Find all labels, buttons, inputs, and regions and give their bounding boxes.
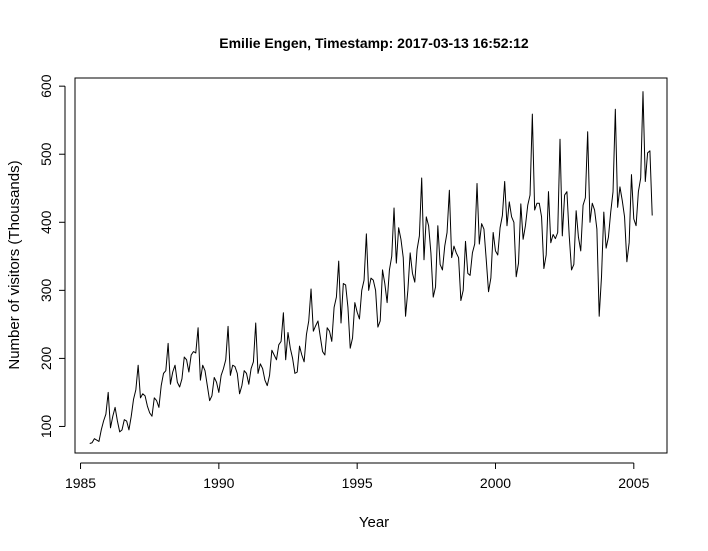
x-tick-label: 1995 xyxy=(342,475,373,491)
plot-frame xyxy=(74,77,668,454)
x-tick-label: 1990 xyxy=(203,475,234,491)
x-axis: 1985 1990 1995 2000 2005 xyxy=(65,462,650,491)
y-tick-label: 600 xyxy=(38,74,54,98)
x-tick-label: 1985 xyxy=(65,475,96,491)
x-tick-label: 2005 xyxy=(618,475,649,491)
y-tick-label: 100 xyxy=(38,415,54,439)
y-tick-label: 500 xyxy=(38,142,54,166)
x-tick-label: 2000 xyxy=(480,475,511,491)
y-axis: 100 200 300 400 500 600 xyxy=(38,74,66,439)
y-tick-label: 300 xyxy=(38,278,54,302)
y-tick-label: 400 xyxy=(38,210,54,234)
chart-title: Emilie Engen, Timestamp: 2017-03-13 16:5… xyxy=(219,35,529,51)
y-tick-label: 200 xyxy=(38,347,54,371)
series-line xyxy=(89,91,653,444)
x-axis-label: Year xyxy=(359,514,389,531)
y-axis-label: Number of visitors (Thousands) xyxy=(6,160,23,369)
